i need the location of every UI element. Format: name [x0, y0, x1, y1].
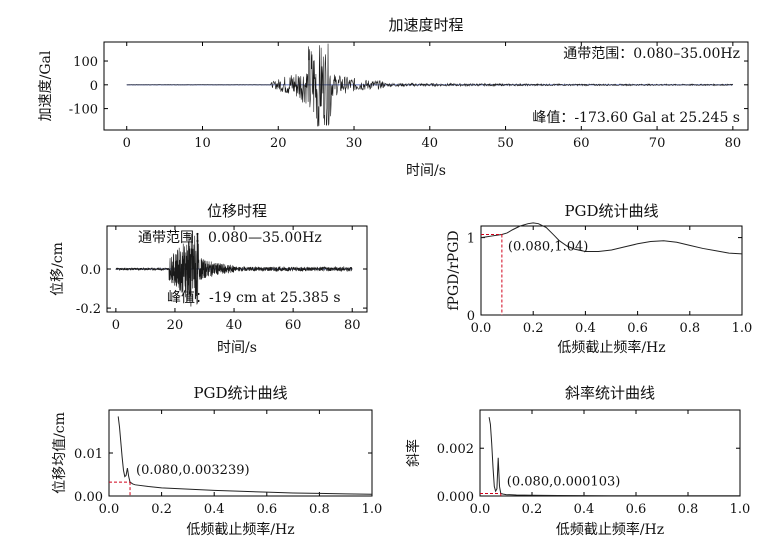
x-axis-label: 时间/s — [406, 163, 446, 179]
y-tick-label: -100 — [69, 103, 98, 118]
y-tick-label: 0.00 — [74, 490, 103, 505]
x-tick-label: 0.2 — [151, 502, 172, 517]
marker-label: (0.080,0.003239) — [136, 463, 250, 478]
plot-frame — [480, 225, 743, 316]
y-axis-label: 加速度/Gal — [38, 50, 54, 121]
plot-frame — [103, 41, 749, 131]
chart-title: 斜率统计曲线 — [565, 384, 655, 402]
x-axis-label: 低频截止频率/Hz — [186, 521, 294, 538]
time-history-series — [126, 43, 734, 127]
x-tick-label: 0.2 — [523, 321, 544, 336]
x-tick-label: 80 — [725, 136, 742, 151]
x-tick-label: 80 — [344, 318, 361, 333]
y-tick-label: 100 — [73, 55, 98, 70]
peak-annotation: 峰值：-19 cm at 25.385 s — [167, 290, 341, 306]
x-tick-label: 0.0 — [471, 321, 492, 336]
x-tick-label: 10 — [194, 136, 211, 151]
y-axis-label: 斜率 — [405, 439, 422, 467]
x-tick-label: 20 — [167, 318, 184, 333]
x-tick-label: 0.4 — [574, 502, 595, 517]
time-history-series — [115, 233, 353, 307]
x-tick-label: 0.6 — [256, 502, 277, 517]
x-tick-label: 30 — [346, 136, 363, 151]
x-tick-label: 1.0 — [362, 502, 383, 517]
x-tick-label: 0.0 — [470, 502, 491, 517]
statistic-curve — [117, 416, 373, 495]
y-tick-label: 0 — [90, 79, 98, 94]
y-axis-label: fPGD/rPGD — [446, 230, 462, 310]
plot-frame — [108, 409, 373, 497]
x-tick-label: 50 — [497, 136, 514, 151]
y-tick-label: 1 — [467, 232, 475, 247]
x-tick-label: 40 — [226, 318, 243, 333]
statistic-curve — [480, 222, 743, 255]
x-tick-label: 20 — [270, 136, 287, 151]
x-tick-label: 60 — [573, 136, 590, 151]
passband-annotation: 通带范围：0.080–35.00Hz — [563, 45, 740, 62]
y-axis-label: 位移/cm — [50, 242, 66, 296]
y-tick-label: 0.000 — [437, 490, 474, 505]
chart-title: PGD统计曲线 — [564, 202, 658, 220]
y-tick-label: -0.2 — [76, 302, 101, 317]
y-tick-label: 0 — [467, 309, 475, 324]
y-tick-label: 0.01 — [74, 447, 103, 462]
marker-label: (0.080,0.000103) — [507, 475, 621, 490]
x-tick-label: 40 — [422, 136, 439, 151]
x-axis-label: 低频截止频率/Hz — [556, 521, 664, 538]
x-axis-label: 低频截止频率/Hz — [557, 339, 665, 356]
x-tick-label: 0 — [112, 318, 120, 333]
x-tick-label: 0.6 — [627, 321, 648, 336]
x-tick-label: 0.4 — [204, 502, 225, 517]
x-tick-label: 1.0 — [730, 502, 751, 517]
x-tick-label: 0.8 — [309, 502, 330, 517]
y-tick-label: 0.002 — [437, 442, 474, 457]
x-tick-label: 0.2 — [522, 502, 543, 517]
passband-annotation: 通带范围：0.080—35.00Hz — [138, 229, 322, 246]
x-tick-label: 70 — [649, 136, 666, 151]
chart-title: 加速度时程 — [388, 16, 463, 34]
x-tick-label: 60 — [285, 318, 302, 333]
peak-annotation: 峰值：-173.60 Gal at 25.245 s — [532, 110, 740, 126]
y-axis-label: 位移均值/cm — [52, 412, 68, 494]
chart-title: PGD统计曲线 — [193, 384, 287, 402]
x-tick-label: 0.0 — [99, 502, 120, 517]
x-axis-label: 时间/s — [217, 340, 257, 356]
x-tick-label: 0.4 — [575, 321, 596, 336]
chart-title: 位移时程 — [207, 202, 267, 220]
x-tick-label: 0.6 — [626, 502, 647, 517]
marker-label: (0.080,1.04) — [508, 240, 588, 255]
x-tick-label: 1.0 — [732, 321, 753, 336]
x-tick-label: 0.8 — [678, 502, 699, 517]
y-tick-label: 0.0 — [80, 263, 101, 278]
x-tick-label: 0.8 — [679, 321, 700, 336]
x-tick-label: 0 — [123, 136, 131, 151]
